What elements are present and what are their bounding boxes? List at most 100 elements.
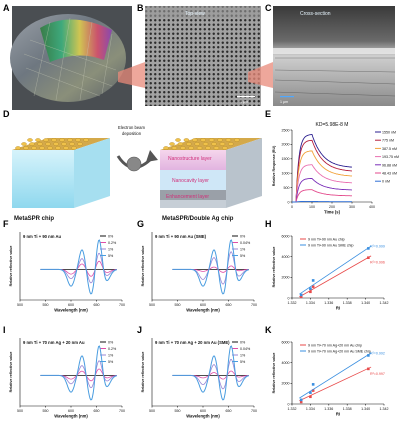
x-axis-label: RI [336, 306, 340, 311]
sem-cross-section: Cross-section 1 μm [273, 6, 396, 106]
series-line [172, 345, 250, 401]
x-tick-label: 650 [226, 303, 232, 307]
x-tick-label: 1.334 [306, 301, 315, 305]
x-axis-label: Wavelength (nm) [54, 308, 88, 313]
legend-label: 1550 nM [382, 131, 396, 135]
series-line [292, 134, 352, 203]
x-tick-label: 700 [251, 409, 257, 413]
data-point [367, 367, 370, 371]
y-tick-label: 500 [284, 186, 290, 190]
chart-title: 9 nm Ti + 70 nm Ag + 20 nm Au (SME) [155, 340, 230, 345]
x-tick-label: 700 [119, 303, 125, 307]
y-tick-label: 1000 [282, 172, 290, 176]
r2-label: R²=0.997 [370, 372, 385, 376]
scale-text-b: 1 μm [240, 100, 248, 104]
chart-title: 9 nm Ti + 90 nm Au [23, 234, 61, 239]
nanostructure-bump [71, 146, 77, 150]
y-tick-label: 0 [288, 200, 290, 204]
y-tick-label: 2000 [282, 382, 290, 386]
y-axis-label: Relative reflective value [141, 352, 145, 393]
nanostructure-bump [37, 142, 43, 146]
series-line [292, 164, 352, 203]
series-line [172, 239, 250, 295]
nanostructure-bump [217, 138, 223, 142]
x-tick-label: 1.336 [324, 301, 333, 305]
chart-k: 1.332 1.334 1.336 1.338 1.340 1.342 0 2000 4000 6… [272, 340, 389, 416]
nanostructure-bump [177, 142, 184, 146]
y-tick-label: 1500 [282, 157, 290, 161]
x-tick-label: 550 [175, 409, 181, 413]
x-tick-label: 200 [329, 205, 335, 209]
series-line [292, 178, 352, 203]
zoom-connector-bc [248, 62, 273, 88]
nanostructure-bump [175, 138, 181, 142]
nanostructure-bump [211, 142, 217, 146]
nanostructure-bump [29, 142, 35, 146]
panel-label-k: K [265, 325, 272, 335]
nanostructure-bump [219, 142, 226, 146]
nanostructure-bump [47, 146, 53, 150]
x-axis-label: Time (s) [324, 210, 341, 215]
x-tick-label: 1.332 [288, 407, 297, 411]
data-point [311, 279, 315, 282]
x-tick-label: 1.340 [361, 301, 370, 305]
legend-label: 5% [240, 254, 246, 258]
chart-j: 9 nm Ti + 70 nm Ag + 20 nm Au (SME) 500 55… [141, 338, 257, 419]
arrow-label-2: deposition [122, 131, 142, 136]
y-tick-label: 4000 [282, 255, 290, 259]
nanostructure-bump [171, 146, 178, 150]
scale-text-c: 1 μm [280, 100, 288, 104]
panel-label-c: C [265, 3, 272, 13]
x-tick-label: 600 [200, 409, 206, 413]
x-tick-label: 1.342 [380, 301, 389, 305]
series-line [40, 345, 118, 401]
nanostructure-bump [180, 146, 186, 150]
zoom-connector-ab [118, 62, 145, 88]
x-tick-label: 650 [226, 409, 232, 413]
legend-label: 9 nm Ti+70 nm Ag+20 nm Au chip [308, 343, 362, 347]
data-point [299, 293, 303, 297]
nanostructure-bump [183, 138, 190, 142]
nanostructure-bump [188, 146, 194, 150]
nanostructure-bump [23, 146, 29, 150]
x-tick-label: 1.332 [288, 301, 297, 305]
legend-label: 1% [240, 247, 246, 251]
chip-schematic: MetaSPR chip Electron beam deposition Na… [12, 125, 262, 222]
r2-label: R²=0.996 [370, 261, 385, 265]
x-tick-label: 300 [349, 205, 355, 209]
x-tick-label: 550 [175, 303, 181, 307]
fit-line [299, 352, 372, 399]
data-point [311, 389, 315, 392]
r2-label: R²=0.992 [370, 351, 385, 355]
x-tick-label: 600 [68, 303, 74, 307]
x-tick-label: 100 [309, 205, 315, 209]
nanostructure-bump [77, 142, 83, 146]
legend-label: 193.75 nM [382, 155, 399, 159]
fit-line [299, 366, 372, 402]
chart-title: 9 nm Ti + 90 nm Au (SME) [155, 234, 207, 239]
x-tick-label: 550 [43, 303, 49, 307]
arrow-label-1: Electron beam [118, 125, 146, 130]
legend-label: 96.88 nM [382, 163, 397, 167]
panel-label-a: A [3, 3, 10, 13]
data-point [309, 287, 312, 290]
legend-label: 775 nM [382, 139, 394, 143]
x-tick-label: 500 [149, 303, 155, 307]
data-point [367, 354, 370, 357]
x-axis-label: Wavelength (nm) [186, 414, 220, 419]
nanostructure-bump [53, 142, 59, 146]
x-axis-label: Wavelength (nm) [54, 414, 88, 419]
x-tick-label: 1.334 [306, 407, 315, 411]
nanostructure-bump [186, 142, 192, 146]
fit-line [299, 245, 372, 295]
x-tick-label: 650 [94, 409, 100, 413]
data-point [309, 391, 312, 394]
y-tick-label: 2000 [282, 143, 290, 147]
panel-label-e: E [265, 109, 271, 119]
legend-label: 48.43 nM [382, 172, 397, 176]
x-tick-label: 550 [43, 409, 49, 413]
nanostructure-bump [61, 142, 67, 146]
wafer-photo [10, 6, 132, 110]
nanostructure-bump [222, 146, 228, 150]
